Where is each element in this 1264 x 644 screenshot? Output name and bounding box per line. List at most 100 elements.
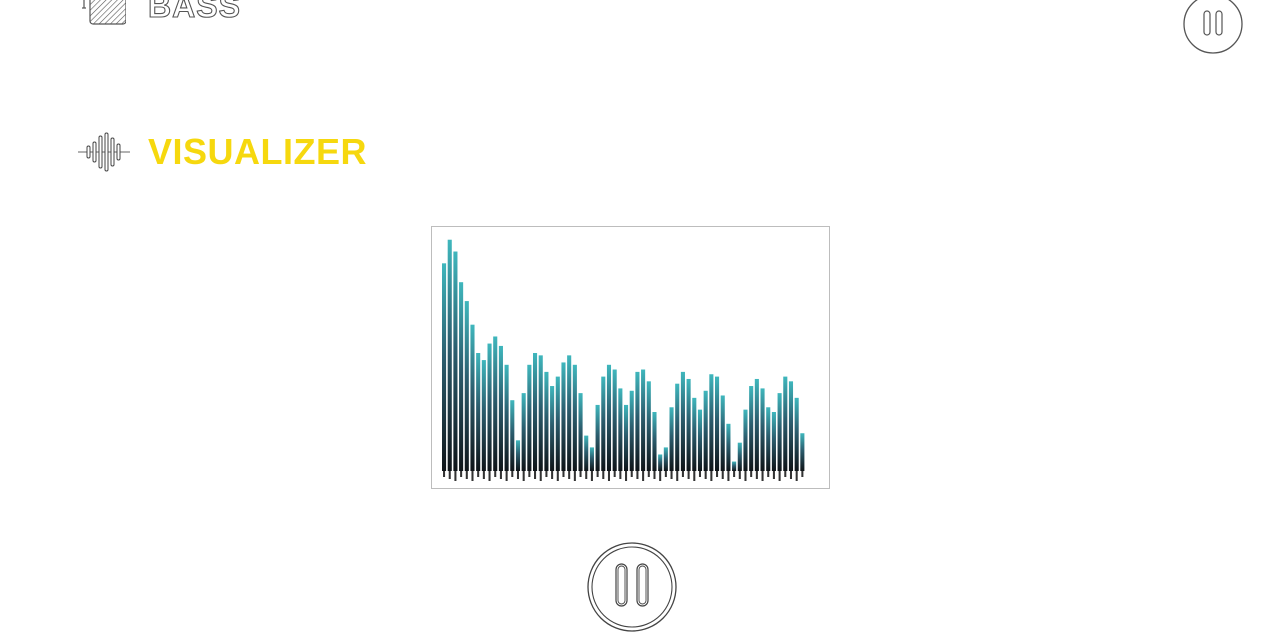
- spectrum-bar: [601, 376, 606, 471]
- spectrum-bar: [760, 388, 765, 471]
- spectrum-base-tick: [499, 471, 502, 479]
- pause-button-top[interactable]: [1182, 0, 1244, 55]
- spectrum-bar: [618, 388, 623, 471]
- spectrum-bar: [754, 378, 759, 471]
- spectrum-bar: [658, 454, 663, 471]
- spectrum-base-tick: [625, 471, 628, 481]
- spectrum-base-tick: [477, 471, 480, 477]
- spectrum-bar: [487, 343, 492, 471]
- spectrum-base-tick: [778, 471, 781, 481]
- spectrum-base-tick: [659, 471, 662, 481]
- bass-title: BASS: [147, 0, 241, 24]
- spectrum-base-tick: [585, 471, 588, 479]
- spectrum-base-tick: [471, 471, 474, 481]
- spectrum-base-tick: [494, 471, 497, 477]
- spectrum-base-tick: [596, 471, 599, 477]
- spectrum-base-tick: [522, 471, 525, 481]
- spectrum-base-tick: [784, 471, 787, 477]
- spectrum-base-tick: [556, 471, 559, 481]
- spectrum-bar: [680, 371, 685, 471]
- visualizer-section-header: VISUALIZER: [78, 130, 367, 174]
- spectrum-base-tick: [687, 471, 690, 479]
- spectrum-base-tick: [460, 471, 463, 477]
- spectrum-base-tick: [670, 471, 673, 479]
- spectrum-bar: [629, 390, 634, 471]
- spectrum-bar: [686, 378, 691, 471]
- spectrum-base-tick: [801, 471, 804, 477]
- spectrum-base-tick: [744, 471, 747, 481]
- spectrum-base-tick: [511, 471, 514, 477]
- spectrum-bar: [498, 345, 503, 471]
- pause-button-main[interactable]: [585, 540, 679, 634]
- spectrum-base-tick: [465, 471, 468, 479]
- spectrum-bar: [550, 386, 555, 471]
- spectrum-bar: [493, 336, 498, 471]
- spectrum-bar: [584, 435, 589, 471]
- spectrum-bar: [533, 353, 538, 471]
- spectrum-bar: [515, 440, 521, 471]
- spectrum-bar: [715, 376, 720, 471]
- spectrum-bar: [732, 461, 737, 471]
- waveform-icon: [78, 132, 130, 172]
- spectrum-base-tick: [539, 471, 542, 481]
- spectrum-base-tick: [590, 471, 593, 481]
- spectrum-bar: [692, 397, 697, 471]
- spectrum-bar: [749, 386, 754, 471]
- spectrum-base-tick: [698, 471, 702, 477]
- spectrum-bar: [504, 364, 509, 471]
- spectrum-base-tick: [613, 471, 616, 477]
- spectrum-bar: [544, 371, 549, 471]
- spectrum-base-tick: [488, 471, 491, 481]
- visualizer-title: VISUALIZER: [148, 131, 368, 172]
- spectrum-bar: [538, 355, 543, 471]
- spectrum-bar: [606, 364, 612, 471]
- equalizer-box-icon: [80, 0, 126, 26]
- spectrum-bar: [470, 324, 475, 471]
- spectrum-base-tick: [721, 471, 724, 479]
- spectrum-bar: [794, 397, 799, 471]
- spectrum-base-tick: [607, 471, 611, 481]
- spectrum-base-tick: [767, 471, 770, 477]
- spectrum-base-tick: [642, 471, 645, 481]
- spectrum-bar: [697, 409, 703, 471]
- spectrum-base-tick: [676, 471, 679, 481]
- bass-section-header: BASS: [80, 0, 241, 26]
- spectrum-bar: [703, 390, 708, 471]
- spectrum-base-tick: [755, 471, 758, 479]
- spectrum-bar: [771, 412, 776, 471]
- spectrum-base-tick: [653, 471, 656, 479]
- spectrum-bar: [521, 393, 526, 471]
- spectrum-base-tick: [551, 471, 554, 479]
- spectrum-base-tick: [750, 471, 753, 477]
- spectrum-bar: [669, 407, 674, 471]
- spectrum-bar: [612, 369, 617, 471]
- visualizer-panel: [431, 226, 830, 489]
- spectrum-bar: [624, 404, 629, 471]
- spectrum-base-tick: [602, 471, 605, 479]
- spectrum-bar: [726, 423, 731, 471]
- spectrum-base-tick: [516, 471, 520, 479]
- spectrum-bar: [589, 447, 594, 471]
- spectrum-bar: [663, 447, 668, 471]
- spectrum-bar: [777, 393, 782, 471]
- spectrum-base-tick: [716, 471, 719, 477]
- spectrum-bar: [652, 412, 657, 471]
- spectrum-base-tick: [448, 471, 451, 479]
- spectrum-base-tick: [681, 471, 684, 477]
- spectrum-base-tick: [761, 471, 764, 481]
- spectrum-bar: [572, 364, 577, 471]
- spectrum-bar: [766, 407, 771, 471]
- spectrum-base-tick: [562, 471, 565, 477]
- spectrum-bar: [788, 381, 794, 471]
- spectrum-bar: [510, 400, 515, 471]
- spectrum-bar: [709, 374, 714, 471]
- spectrum-base-tick: [482, 471, 485, 479]
- spectrum-base-tick: [727, 471, 730, 481]
- spectrum-bar: [646, 381, 651, 471]
- spectrum-base-tick: [664, 471, 667, 477]
- spectrum-base-tick: [630, 471, 633, 477]
- spectrum-base-tick: [454, 471, 457, 481]
- spectrum-bar: [527, 364, 532, 471]
- spectrum-bar: [555, 376, 560, 471]
- spectrum-base-tick: [579, 471, 582, 477]
